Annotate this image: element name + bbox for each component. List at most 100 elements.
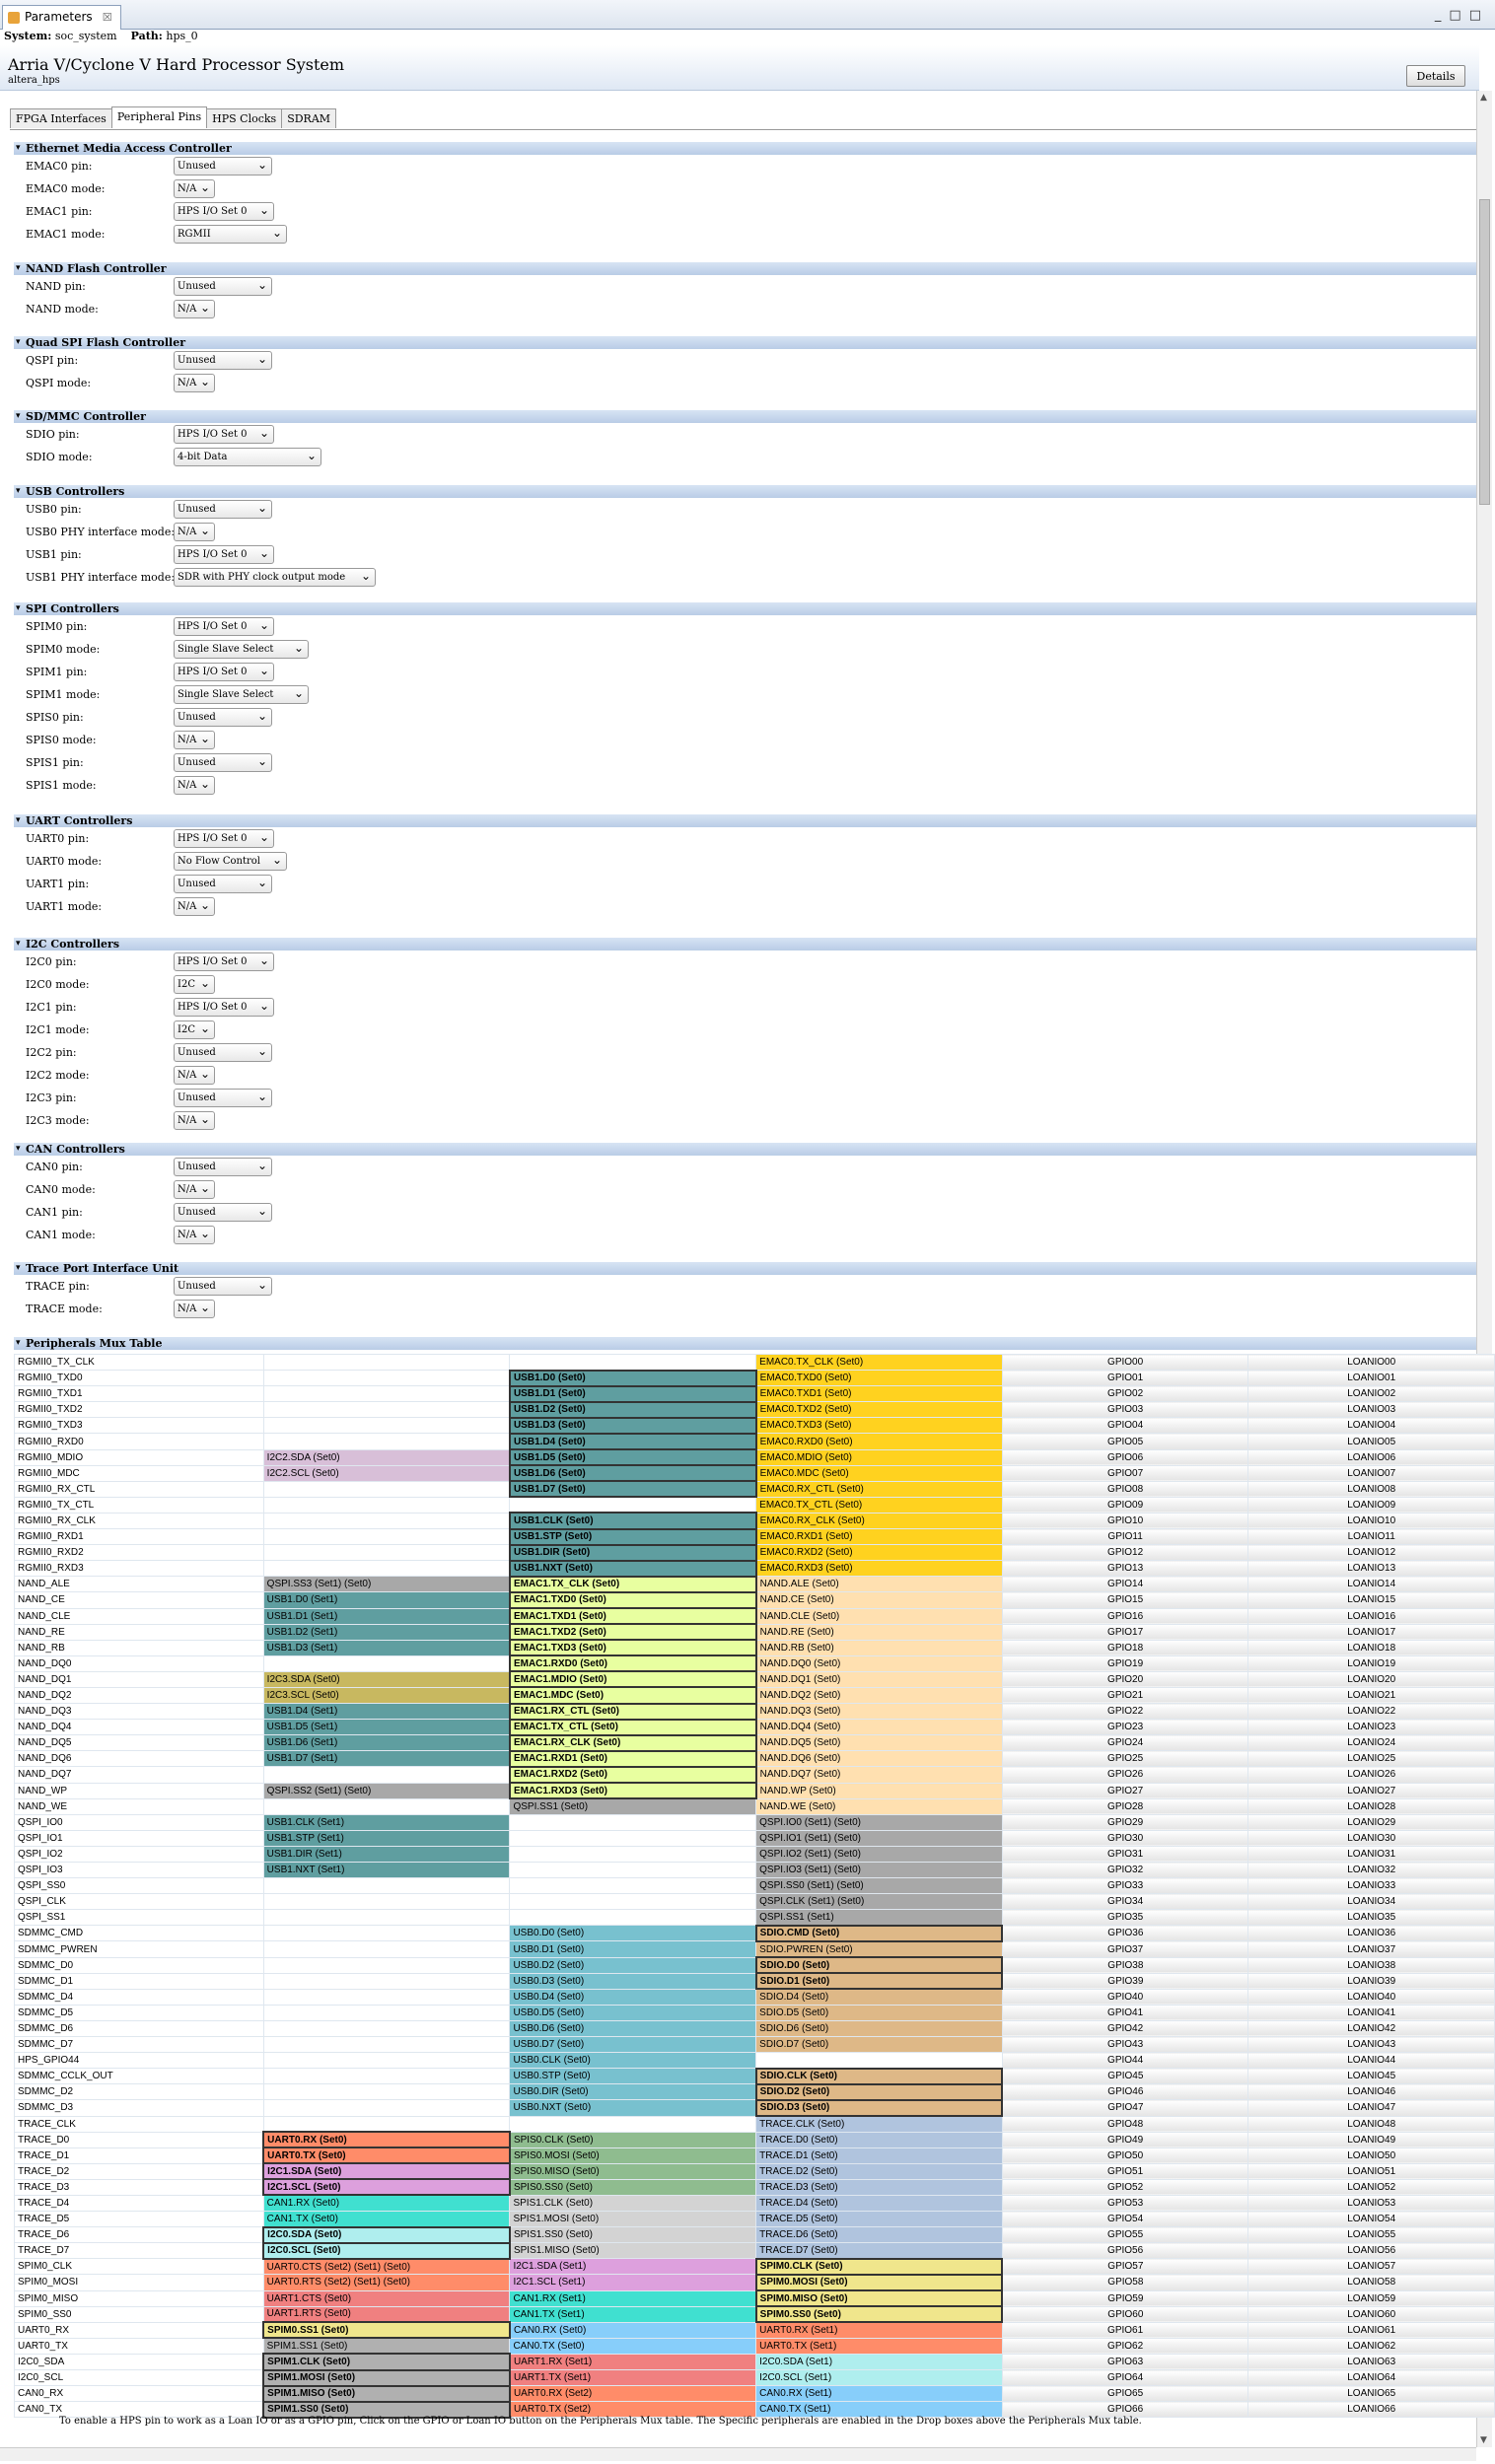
field-dropdown[interactable]: I2C bbox=[174, 1021, 215, 1039]
field-dropdown[interactable]: Single Slave Select bbox=[174, 685, 309, 704]
mux-table-section[interactable]: Peripherals Mux Table bbox=[14, 1337, 1476, 1350]
gpio-button[interactable]: GPIO00 bbox=[1001, 1353, 1249, 1372]
loanio-button[interactable]: LOANIO33 bbox=[1247, 1877, 1495, 1895]
gpio-button[interactable]: GPIO27 bbox=[1001, 1782, 1249, 1799]
gpio-button[interactable]: GPIO32 bbox=[1001, 1861, 1249, 1879]
gpio-button[interactable]: GPIO61 bbox=[1001, 2321, 1249, 2339]
gpio-button[interactable]: GPIO52 bbox=[1001, 2178, 1249, 2196]
loanio-button[interactable]: LOANIO47 bbox=[1247, 2099, 1495, 2117]
scroll-thumb[interactable] bbox=[1479, 199, 1490, 505]
loanio-button[interactable]: LOANIO34 bbox=[1247, 1893, 1495, 1911]
gpio-button[interactable]: GPIO47 bbox=[1001, 2099, 1249, 2117]
gpio-button[interactable]: GPIO57 bbox=[1001, 2258, 1249, 2276]
loanio-button[interactable]: LOANIO22 bbox=[1247, 1703, 1495, 1721]
field-dropdown[interactable]: 4-bit Data bbox=[174, 448, 321, 466]
section-header[interactable]: Quad SPI Flash Controller bbox=[14, 336, 1476, 349]
loanio-button[interactable]: LOANIO15 bbox=[1247, 1591, 1495, 1609]
gpio-button[interactable]: GPIO41 bbox=[1001, 2004, 1249, 2021]
gpio-button[interactable]: GPIO01 bbox=[1001, 1370, 1249, 1387]
tab-peripheral-pins[interactable]: Peripheral Pins bbox=[110, 106, 208, 128]
gpio-button[interactable]: GPIO19 bbox=[1001, 1654, 1249, 1672]
gpio-button[interactable]: GPIO08 bbox=[1001, 1480, 1249, 1498]
loanio-button[interactable]: LOANIO07 bbox=[1247, 1464, 1495, 1482]
gpio-button[interactable]: GPIO03 bbox=[1001, 1401, 1249, 1419]
gpio-button[interactable]: GPIO62 bbox=[1001, 2337, 1249, 2355]
gpio-button[interactable]: GPIO04 bbox=[1001, 1417, 1249, 1435]
gpio-button[interactable]: GPIO49 bbox=[1001, 2131, 1249, 2148]
loanio-button[interactable]: LOANIO37 bbox=[1247, 1940, 1495, 1958]
gpio-button[interactable]: GPIO12 bbox=[1001, 1544, 1249, 1562]
field-dropdown[interactable]: No Flow Control bbox=[174, 852, 287, 871]
loanio-button[interactable]: LOANIO46 bbox=[1247, 2083, 1495, 2101]
gpio-button[interactable]: GPIO64 bbox=[1001, 2368, 1249, 2387]
parameters-tab[interactable]: Parameters ☒ bbox=[2, 5, 121, 30]
section-header[interactable]: Trace Port Interface Unit bbox=[14, 1262, 1476, 1275]
loanio-button[interactable]: LOANIO20 bbox=[1247, 1670, 1495, 1688]
section-header[interactable]: SPI Controllers bbox=[14, 602, 1476, 615]
loanio-button[interactable]: LOANIO12 bbox=[1247, 1544, 1495, 1562]
gpio-button[interactable]: GPIO23 bbox=[1001, 1719, 1249, 1736]
gpio-button[interactable]: GPIO43 bbox=[1001, 2036, 1249, 2054]
gpio-button[interactable]: GPIO25 bbox=[1001, 1750, 1249, 1768]
loanio-button[interactable]: LOANIO16 bbox=[1247, 1607, 1495, 1625]
field-dropdown[interactable]: Unused bbox=[174, 277, 272, 296]
loanio-button[interactable]: LOANIO08 bbox=[1247, 1480, 1495, 1498]
field-dropdown[interactable]: HPS I/O Set 0 bbox=[174, 952, 274, 971]
field-dropdown[interactable]: Unused bbox=[174, 157, 272, 176]
gpio-button[interactable]: GPIO24 bbox=[1001, 1734, 1249, 1752]
field-dropdown[interactable]: HPS I/O Set 0 bbox=[174, 617, 274, 636]
loanio-button[interactable]: LOANIO05 bbox=[1247, 1433, 1495, 1450]
loanio-button[interactable]: LOANIO02 bbox=[1247, 1385, 1495, 1403]
loanio-button[interactable]: LOANIO64 bbox=[1247, 2368, 1495, 2387]
loanio-button[interactable]: LOANIO57 bbox=[1247, 2258, 1495, 2276]
loanio-button[interactable]: LOANIO35 bbox=[1247, 1909, 1495, 1927]
gpio-button[interactable]: GPIO06 bbox=[1001, 1448, 1249, 1466]
loanio-button[interactable]: LOANIO00 bbox=[1247, 1353, 1495, 1372]
loanio-button[interactable]: LOANIO61 bbox=[1247, 2321, 1495, 2339]
field-dropdown[interactable]: N/A bbox=[174, 731, 215, 749]
loanio-button[interactable]: LOANIO56 bbox=[1247, 2242, 1495, 2260]
loanio-button[interactable]: LOANIO25 bbox=[1247, 1750, 1495, 1768]
gpio-button[interactable]: GPIO29 bbox=[1001, 1813, 1249, 1831]
gpio-button[interactable]: GPIO34 bbox=[1001, 1893, 1249, 1911]
loanio-button[interactable]: LOANIO27 bbox=[1247, 1782, 1495, 1799]
gpio-button[interactable]: GPIO55 bbox=[1001, 2226, 1249, 2244]
gpio-button[interactable]: GPIO50 bbox=[1001, 2147, 1249, 2164]
loanio-button[interactable]: LOANIO38 bbox=[1247, 1956, 1495, 1974]
loanio-button[interactable]: LOANIO51 bbox=[1247, 2162, 1495, 2180]
loanio-button[interactable]: LOANIO32 bbox=[1247, 1861, 1495, 1879]
loanio-button[interactable]: LOANIO40 bbox=[1247, 1988, 1495, 2006]
loanio-button[interactable]: LOANIO29 bbox=[1247, 1813, 1495, 1831]
gpio-button[interactable]: GPIO16 bbox=[1001, 1607, 1249, 1625]
field-dropdown[interactable]: HPS I/O Set 0 bbox=[174, 829, 274, 848]
details-button[interactable]: Details bbox=[1406, 65, 1465, 87]
loanio-button[interactable]: LOANIO01 bbox=[1247, 1370, 1495, 1387]
field-dropdown[interactable]: N/A bbox=[174, 1066, 215, 1085]
gpio-button[interactable]: GPIO66 bbox=[1001, 2401, 1249, 2419]
gpio-button[interactable]: GPIO31 bbox=[1001, 1845, 1249, 1864]
tab-hps-clocks[interactable]: HPS Clocks bbox=[206, 108, 283, 128]
gpio-button[interactable]: GPIO39 bbox=[1001, 1972, 1249, 1990]
gpio-button[interactable]: GPIO63 bbox=[1001, 2353, 1249, 2371]
section-header[interactable]: I2C Controllers bbox=[14, 938, 1476, 950]
loanio-button[interactable]: LOANIO18 bbox=[1247, 1639, 1495, 1656]
loanio-button[interactable]: LOANIO62 bbox=[1247, 2337, 1495, 2355]
tab-fpga-interfaces[interactable]: FPGA Interfaces bbox=[10, 108, 112, 128]
gpio-button[interactable]: GPIO60 bbox=[1001, 2305, 1249, 2323]
section-header[interactable]: USB Controllers bbox=[14, 485, 1476, 498]
field-dropdown[interactable]: Unused bbox=[174, 1089, 272, 1107]
field-dropdown[interactable]: Unused bbox=[174, 753, 272, 772]
gpio-button[interactable]: GPIO46 bbox=[1001, 2083, 1249, 2101]
loanio-button[interactable]: LOANIO49 bbox=[1247, 2131, 1495, 2148]
field-dropdown[interactable]: SDR with PHY clock output mode bbox=[174, 568, 376, 587]
gpio-button[interactable]: GPIO33 bbox=[1001, 1877, 1249, 1895]
gpio-button[interactable]: GPIO11 bbox=[1001, 1528, 1249, 1546]
loanio-button[interactable]: LOANIO11 bbox=[1247, 1528, 1495, 1546]
loanio-button[interactable]: LOANIO10 bbox=[1247, 1512, 1495, 1530]
gpio-button[interactable]: GPIO45 bbox=[1001, 2068, 1249, 2085]
gpio-button[interactable]: GPIO38 bbox=[1001, 1956, 1249, 1974]
loanio-button[interactable]: LOANIO30 bbox=[1247, 1829, 1495, 1847]
field-dropdown[interactable]: N/A bbox=[174, 1300, 215, 1318]
gpio-button[interactable]: GPIO42 bbox=[1001, 2019, 1249, 2038]
gpio-button[interactable]: GPIO10 bbox=[1001, 1512, 1249, 1530]
